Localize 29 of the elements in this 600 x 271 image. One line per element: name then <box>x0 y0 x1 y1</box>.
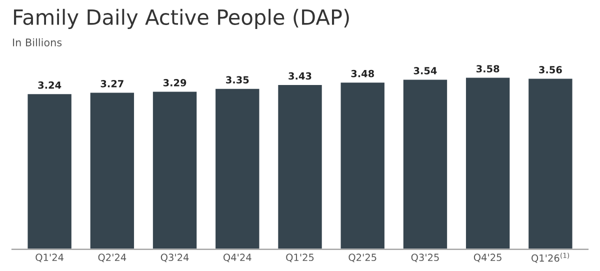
x-tick-label: Q3'25 <box>411 254 439 262</box>
x-tick-label: Q3'24 <box>160 254 189 262</box>
chart-title: Family Daily Active People (DAP) <box>14 8 349 30</box>
data-label: 3.58 <box>476 65 500 72</box>
bar <box>26 92 73 250</box>
bar <box>214 87 261 250</box>
data-label: 3.29 <box>163 79 186 86</box>
bar <box>402 78 448 250</box>
x-tick-label: Q2'24 <box>98 254 126 262</box>
data-label: 3.27 <box>100 80 124 88</box>
x-tick-label: Q4'24 <box>223 254 252 262</box>
data-label: 3.43 <box>288 72 312 80</box>
bar <box>527 77 574 250</box>
bar <box>464 76 512 250</box>
chart-subtitle: In Billions <box>13 38 62 46</box>
data-label: 3.35 <box>226 76 249 84</box>
data-label: 3.24 <box>38 81 62 89</box>
x-tick-label: Q4'25 <box>474 254 502 262</box>
x-tick-label: Q2'25 <box>348 254 376 262</box>
x-tick-label: Q1'24 <box>36 254 64 262</box>
data-label: 3.56 <box>539 66 562 74</box>
x-tick-label: Q1'25 <box>286 254 314 262</box>
bar <box>152 90 198 250</box>
bar <box>276 84 324 250</box>
x-tick-label: Q1'26$^{(1)}$ <box>532 252 570 263</box>
bar <box>339 81 386 250</box>
data-label: 3.48 <box>351 70 374 78</box>
data-label: 3.54 <box>414 67 437 74</box>
bar <box>88 91 136 250</box>
